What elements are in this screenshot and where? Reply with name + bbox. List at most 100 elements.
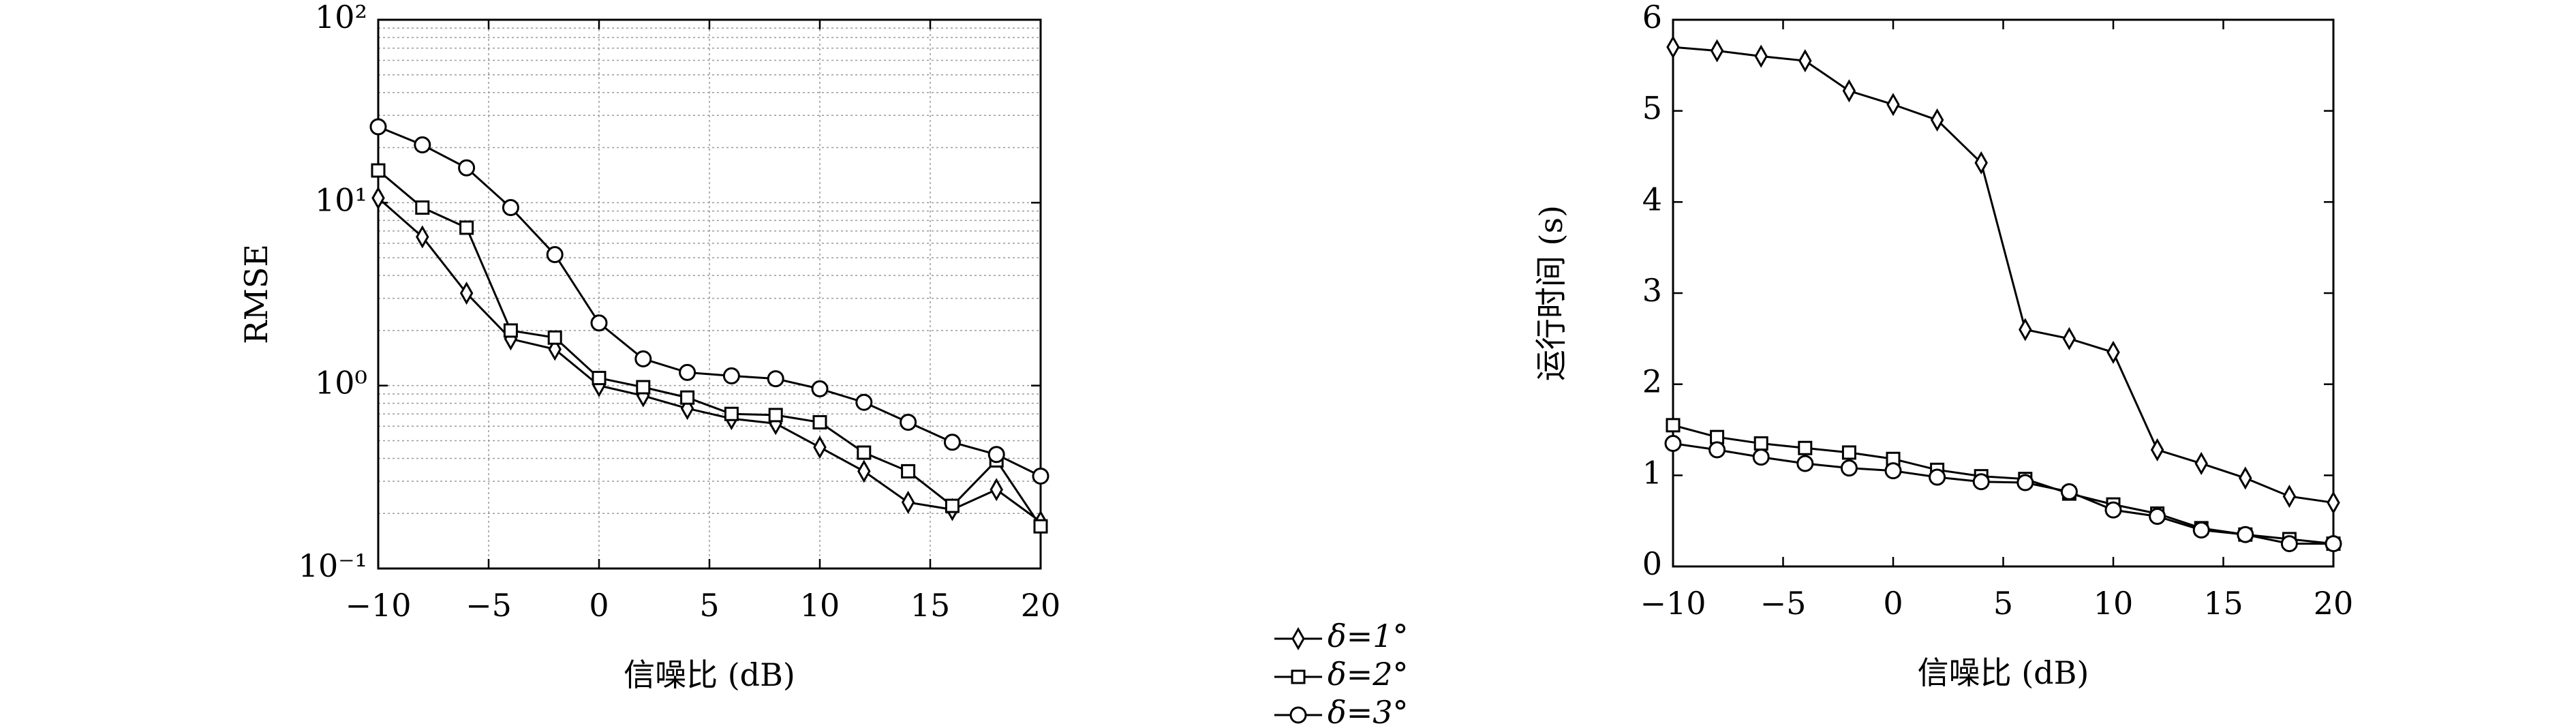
marker — [2237, 526, 2254, 543]
marker — [812, 415, 827, 430]
x-tick-label: 0 — [589, 587, 609, 624]
marker — [680, 390, 695, 405]
y-tick-label: 6 — [1642, 0, 1662, 35]
y-tick-label: 3 — [1642, 272, 1662, 309]
x-tick-label: 0 — [1883, 585, 1903, 622]
marker — [2104, 501, 2122, 519]
y-tick-label: 10² — [315, 0, 367, 35]
marker — [458, 159, 476, 177]
marker — [945, 498, 960, 513]
marker — [371, 163, 386, 178]
series-line — [1672, 442, 2333, 545]
series-line — [1672, 424, 2334, 545]
marker — [636, 380, 651, 395]
series-line — [1672, 46, 2334, 504]
marker — [2106, 340, 2120, 364]
x-tick-label: −5 — [1760, 585, 1807, 622]
legend-label: δ=1° — [1328, 618, 1409, 654]
marker — [2282, 485, 2297, 509]
x-axis-label: 信噪比 (dB) — [624, 656, 795, 693]
marker — [2194, 451, 2208, 475]
marker — [901, 464, 916, 479]
marker — [371, 186, 385, 210]
marker — [2325, 535, 2342, 553]
marker — [1886, 93, 1900, 117]
marker — [2192, 521, 2210, 539]
marker — [857, 459, 871, 483]
legend-marker — [1291, 669, 1306, 684]
x-axis-label: 信噪比 (dB) — [1918, 654, 2089, 691]
marker — [1972, 473, 1990, 491]
y-axis-label: 运行时间 (s) — [1533, 205, 1569, 381]
x-tick-label: 10 — [2094, 585, 2134, 622]
marker — [1710, 39, 1724, 63]
marker — [679, 363, 696, 381]
x-tick-label: −10 — [1640, 585, 1706, 622]
marker — [1666, 35, 1680, 59]
marker — [415, 200, 430, 215]
x-tick-label: 20 — [2314, 585, 2354, 622]
marker — [1752, 449, 1770, 466]
marker — [768, 408, 783, 423]
marker — [2239, 466, 2252, 490]
legend-label: δ=2° — [1328, 656, 1409, 693]
marker — [502, 199, 519, 217]
marker — [855, 393, 873, 411]
marker — [1753, 436, 1768, 451]
x-tick-label: 10 — [800, 587, 840, 624]
marker — [2327, 491, 2340, 515]
marker — [2019, 318, 2032, 342]
marker — [1974, 151, 1988, 175]
legend-marker — [1289, 706, 1307, 724]
marker — [1033, 519, 1048, 534]
marker — [1666, 418, 1681, 433]
legend-marker — [1291, 626, 1305, 651]
marker — [943, 434, 961, 451]
marker — [857, 445, 872, 460]
x-tick-label: −10 — [345, 587, 411, 624]
marker — [900, 414, 917, 431]
marker — [459, 282, 474, 305]
marker — [634, 350, 652, 367]
marker — [1840, 459, 1858, 477]
series-line — [378, 125, 1041, 477]
marker — [811, 380, 829, 397]
x-tick-label: 20 — [1021, 587, 1061, 624]
marker — [990, 478, 1003, 502]
marker — [2280, 535, 2298, 553]
x-tick-label: 5 — [699, 587, 719, 624]
marker — [1841, 445, 1856, 460]
marker — [1796, 455, 1814, 472]
y-tick-label: 10⁰ — [315, 365, 367, 401]
marker — [416, 225, 429, 249]
marker — [414, 136, 431, 154]
marker — [592, 371, 607, 386]
marker — [2060, 483, 2078, 500]
marker — [547, 330, 562, 345]
marker — [1930, 108, 1944, 132]
marker — [1754, 44, 1768, 68]
plot-frame — [1672, 18, 2335, 568]
marker — [2150, 438, 2164, 461]
marker — [1032, 467, 1049, 485]
marker — [901, 490, 915, 514]
legend-label: δ=3° — [1328, 694, 1409, 728]
y-tick-label: 2 — [1642, 363, 1662, 400]
marker — [590, 314, 608, 332]
series-line — [378, 197, 1041, 523]
y-tick-label: 4 — [1642, 181, 1662, 217]
marker — [2017, 474, 2034, 491]
marker — [1842, 79, 1856, 103]
x-tick-label: −5 — [465, 587, 512, 624]
marker — [1664, 435, 1682, 453]
y-tick-label: 0 — [1642, 545, 1662, 582]
x-tick-label: 15 — [910, 587, 951, 624]
marker — [813, 436, 827, 459]
marker — [722, 367, 740, 384]
x-tick-label: 5 — [1993, 585, 2013, 622]
marker — [1708, 441, 1726, 459]
marker — [459, 220, 474, 235]
marker — [2062, 327, 2076, 350]
marker — [1798, 440, 1813, 455]
